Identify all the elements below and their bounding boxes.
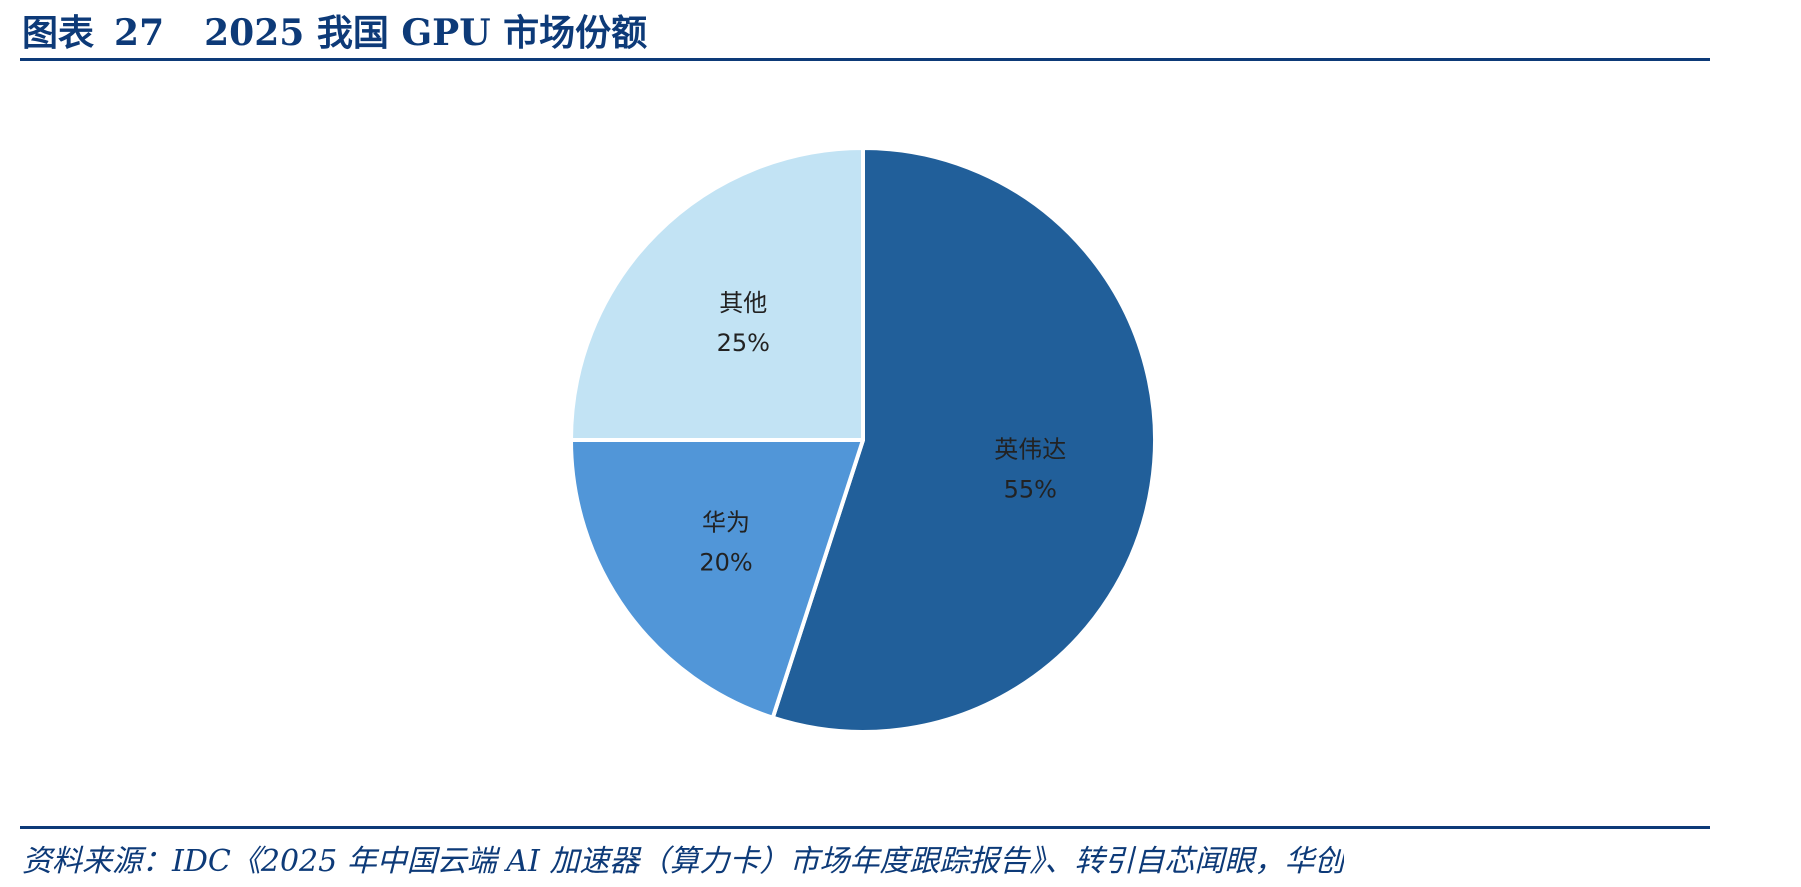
slice-name-label: 华为 <box>702 509 750 537</box>
figure-number: 27 <box>114 12 165 54</box>
slice-percent-label: 20% <box>699 549 752 577</box>
pie-labels: 英伟达 55% 华为 20% 其他 25% <box>699 289 1066 576</box>
figure-title: 图表 27 2025 我国 GPU 市场份额 <box>22 4 647 56</box>
chart-title: 2025 我国 GPU 市场份额 <box>204 12 648 54</box>
source-note: 资料来源：IDC《2025 年中国云端 AI 加速器（算力卡）市场年度跟踪报告》… <box>22 844 1345 879</box>
pie-slices <box>569 146 1157 734</box>
figure-label: 图表 <box>22 12 95 54</box>
title-divider <box>20 58 1710 61</box>
slice-name-label: 英伟达 <box>994 435 1066 463</box>
source-divider <box>20 826 1710 829</box>
pie-chart: 英伟达 55% 华为 20% 其他 25% <box>569 146 1157 734</box>
pie-slice <box>569 438 865 720</box>
slice-percent-label: 55% <box>1004 475 1057 503</box>
pie-slice <box>770 146 1157 734</box>
slice-name-label: 其他 <box>719 289 767 317</box>
slice-percent-label: 25% <box>717 329 770 357</box>
pie-slice <box>569 146 865 442</box>
